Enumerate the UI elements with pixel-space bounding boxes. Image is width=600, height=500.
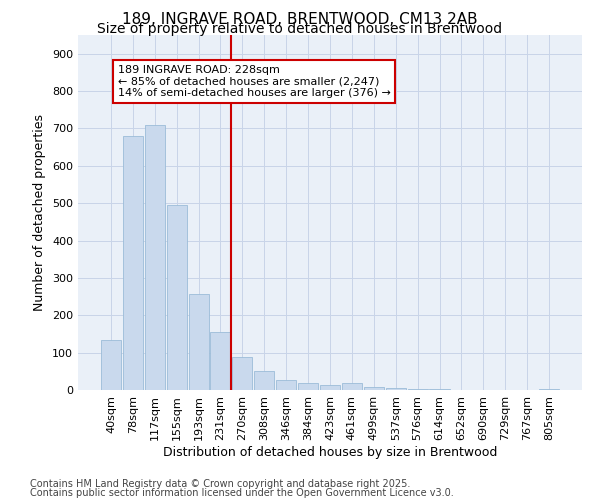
Text: Contains HM Land Registry data © Crown copyright and database right 2025.: Contains HM Land Registry data © Crown c… <box>30 479 410 489</box>
Bar <box>167 205 187 390</box>
Text: 189 INGRAVE ROAD: 228sqm
← 85% of detached houses are smaller (2,247)
14% of sem: 189 INGRAVE ROAD: 228sqm ← 85% of detach… <box>118 65 391 98</box>
Bar <box>364 387 384 390</box>
X-axis label: Distribution of detached houses by size in Brentwood: Distribution of detached houses by size … <box>163 446 497 458</box>
Bar <box>407 389 428 390</box>
Bar <box>145 124 165 390</box>
Bar <box>211 332 230 390</box>
Text: 189, INGRAVE ROAD, BRENTWOOD, CM13 2AB: 189, INGRAVE ROAD, BRENTWOOD, CM13 2AB <box>122 12 478 28</box>
Y-axis label: Number of detached properties: Number of detached properties <box>34 114 46 311</box>
Bar <box>232 358 253 390</box>
Bar <box>276 380 296 390</box>
Bar <box>254 372 274 390</box>
Text: Size of property relative to detached houses in Brentwood: Size of property relative to detached ho… <box>97 22 503 36</box>
Text: Contains public sector information licensed under the Open Government Licence v3: Contains public sector information licen… <box>30 488 454 498</box>
Bar <box>320 385 340 390</box>
Bar <box>342 382 362 390</box>
Bar <box>101 340 121 390</box>
Bar <box>386 388 406 390</box>
Bar <box>123 136 143 390</box>
Bar <box>298 384 318 390</box>
Bar <box>188 294 209 390</box>
